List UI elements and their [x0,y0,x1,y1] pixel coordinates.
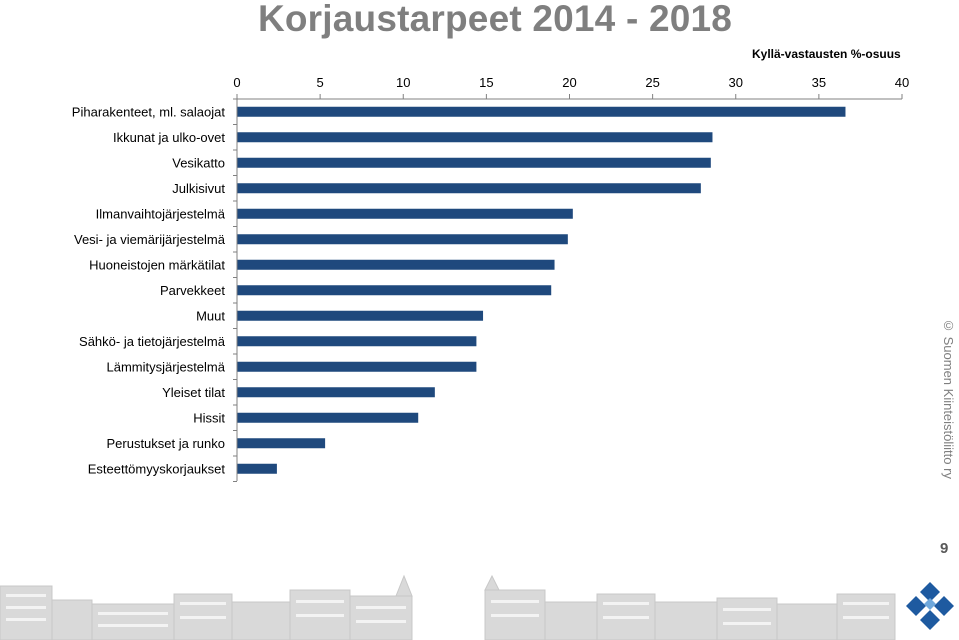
x-tick-label: 30 [729,75,743,90]
x-tick-label: 35 [812,75,826,90]
bar-chart: 0 5 10 15 20 25 30 35 40 Piharakenteet, ml. salao… [72,75,909,482]
category-label: Parvekkeet [160,283,225,298]
category-label: Yleiset tilat [162,385,225,400]
category-label: Huoneistojen märkätilat [89,257,225,272]
bar [237,463,277,474]
bar [237,234,568,245]
bar [237,183,701,194]
bar [237,310,484,321]
kiinteistoliitto-logo [906,582,954,630]
measure-label: Kyllä-vastausten %-osuus [752,47,901,61]
bar [237,208,573,219]
x-tick-label: 10 [396,75,410,90]
x-tick-label: 20 [562,75,576,90]
category-label: Lämmitysjärjestelmä [107,359,226,374]
category-label: Hissit [193,410,225,425]
category-label: Sähkö- ja tietojärjestelmä [79,334,226,349]
category-label: Julkisivut [172,181,225,196]
x-tick-label: 40 [895,75,909,90]
x-tick-label: 0 [233,75,240,90]
copyright-text: © Suomen Kiinteistöliitto ry [941,318,956,479]
bar [237,106,846,117]
category-label: Muut [196,308,225,323]
category-label: Perustukset ja runko [106,436,225,451]
x-tick-label: 5 [317,75,324,90]
category-label: Ikkunat ja ulko-ovet [113,130,225,145]
category-label: Piharakenteet, ml. salaojat [72,104,226,119]
bar [237,412,419,423]
category-label: Vesikatto [172,155,225,170]
x-tick-label: 15 [479,75,493,90]
category-label: Vesi- ja viemärijärjestelmä [74,232,226,247]
bar [237,285,552,296]
bar [237,361,477,372]
bar [237,157,711,168]
city-skyline-decoration [0,574,896,640]
bar [237,336,477,347]
page-number: 9 [940,540,949,557]
page-title: Korjaustarpeet 2014 - 2018 [257,0,733,39]
bar [237,259,555,270]
bar [237,132,713,143]
bar [237,438,326,449]
x-tick-label: 25 [645,75,659,90]
category-label: Esteettömyyskorjaukset [88,461,226,476]
category-label: Ilmanvaihtojärjestelmä [96,206,226,221]
bar [237,387,435,398]
